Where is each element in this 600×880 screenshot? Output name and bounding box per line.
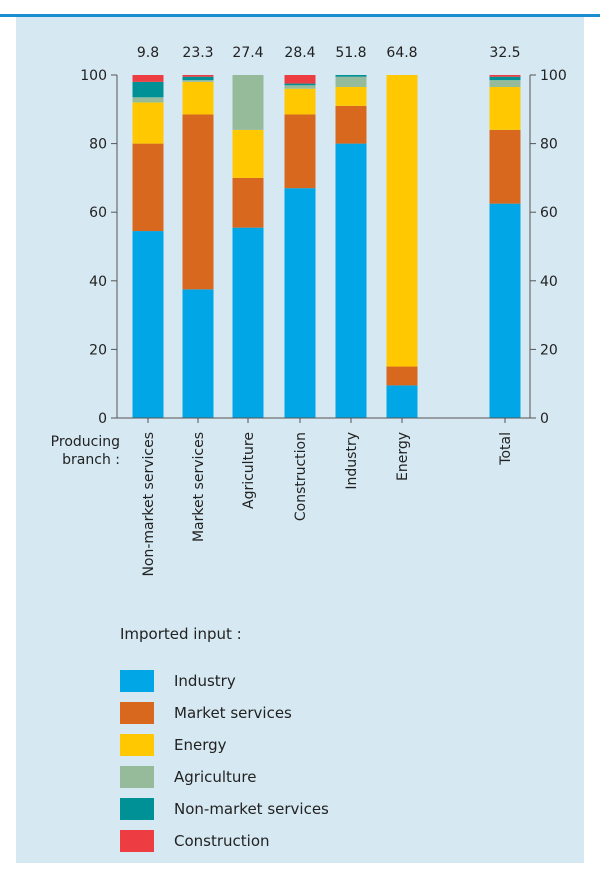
x-tick-label: Construction (293, 432, 309, 521)
bar-non-market-services-market-services (132, 143, 164, 232)
legend-swatch (120, 702, 154, 724)
bar-construction-industry (284, 188, 316, 418)
y-tick-label-right: 40 (540, 274, 558, 290)
legend-label: Non-market services (174, 800, 329, 818)
x-tick-label: Energy (395, 432, 411, 481)
legend-item-non-market-services: Non-market services (120, 793, 329, 825)
bar-total-energy (489, 87, 521, 130)
top-value-label: 27.4 (232, 45, 263, 61)
y-tick-label-right: 80 (540, 137, 558, 153)
x-tick-label: Market services (191, 432, 207, 542)
bar-market-services-energy (182, 81, 214, 115)
bar-agriculture-agriculture (232, 75, 264, 130)
top-value-label: 64.8 (386, 45, 417, 61)
y-tick-label-right: 20 (540, 342, 558, 358)
bar-industry-agriculture (335, 76, 367, 88)
top-value-label: 28.4 (284, 45, 315, 61)
bar-energy-industry (386, 385, 418, 418)
bar-non-market-services-agriculture (132, 97, 164, 103)
legend-swatch (120, 670, 154, 692)
bar-total-market-services (489, 129, 521, 204)
bar-non-market-services-industry (132, 231, 164, 418)
bar-total-agriculture (489, 80, 521, 88)
legend-item-energy: Energy (120, 729, 329, 761)
top-rule (0, 14, 600, 17)
bar-market-services-industry (182, 289, 214, 418)
bar-construction-energy (284, 88, 316, 115)
bar-agriculture-energy (232, 129, 264, 178)
legend-swatch (120, 830, 154, 852)
top-value-label: 51.8 (335, 45, 366, 61)
bar-industry-market-services (335, 105, 367, 144)
bar-industry-non-market-services (335, 75, 367, 77)
bar-energy-energy (386, 75, 418, 367)
legend-items: Industry Market services Energy Agriculture… (120, 665, 329, 857)
top-value-label: 32.5 (489, 45, 520, 61)
legend-item-agriculture: Agriculture (120, 761, 329, 793)
legend-label: Construction (174, 832, 270, 850)
axes-layer (111, 74, 536, 423)
y-tick-label-left: 0 (98, 411, 107, 427)
bar-market-services-construction (182, 75, 214, 77)
x-tick-label: Non-market services (141, 432, 157, 577)
bar-agriculture-market-services (232, 177, 264, 228)
bar-market-services-market-services (182, 114, 214, 290)
x-tick-label: Agriculture (241, 432, 257, 509)
legend-item-industry: Industry (120, 665, 329, 697)
bar-non-market-services-energy (132, 102, 164, 144)
legend-swatch (120, 734, 154, 756)
x-axis-label-line2: branch : (62, 452, 120, 468)
bar-total-non-market-services (489, 76, 521, 81)
legend-title: Imported input : (120, 625, 242, 643)
legend-swatch (120, 766, 154, 788)
x-tick-label: Industry (344, 432, 360, 490)
y-tick-label-left: 40 (89, 274, 107, 290)
bar-non-market-services-non-market-services (132, 81, 164, 98)
legend: Imported input : Industry Market services… (120, 625, 329, 857)
y-tick-label-right: 100 (540, 68, 567, 84)
bar-construction-agriculture (284, 85, 316, 89)
bar-construction-construction (284, 75, 316, 84)
bar-agriculture-industry (232, 227, 264, 418)
legend-label: Energy (174, 736, 227, 754)
y-tick-label-left: 60 (89, 205, 107, 221)
top-value-label: 9.8 (137, 45, 159, 61)
bar-energy-market-services (386, 366, 418, 386)
y-tick-label-left: 80 (89, 137, 107, 153)
legend-item-market-services: Market services (120, 697, 329, 729)
x-tick-label: Total (498, 432, 514, 466)
y-tick-label-left: 20 (89, 342, 107, 358)
y-tick-label-right: 0 (540, 411, 549, 427)
bar-total-construction (489, 75, 521, 77)
x-axis-label-line1: Producing (51, 434, 120, 450)
y-tick-label-right: 60 (540, 205, 558, 221)
labels-layer: 0 0 20 20 40 40 60 60 80 80 100 100 9.8 23.3 27.4 28.4 5… (51, 45, 567, 577)
legend-item-construction: Construction (120, 825, 329, 857)
legend-swatch (120, 798, 154, 820)
bar-market-services-agriculture (182, 80, 214, 82)
legend-label: Agriculture (174, 768, 257, 786)
bar-construction-market-services (284, 114, 316, 189)
bar-industry-energy (335, 87, 367, 106)
bar-industry-industry (335, 143, 367, 418)
bar-construction-non-market-services (284, 83, 316, 86)
bar-market-services-non-market-services (182, 76, 214, 81)
bar-non-market-services-construction (132, 75, 164, 82)
legend-label: Market services (174, 704, 292, 722)
bar-total-industry (489, 203, 521, 418)
top-value-label: 23.3 (182, 45, 213, 61)
y-tick-label-left: 100 (80, 68, 107, 84)
bars-layer (132, 75, 521, 418)
legend-label: Industry (174, 672, 236, 690)
